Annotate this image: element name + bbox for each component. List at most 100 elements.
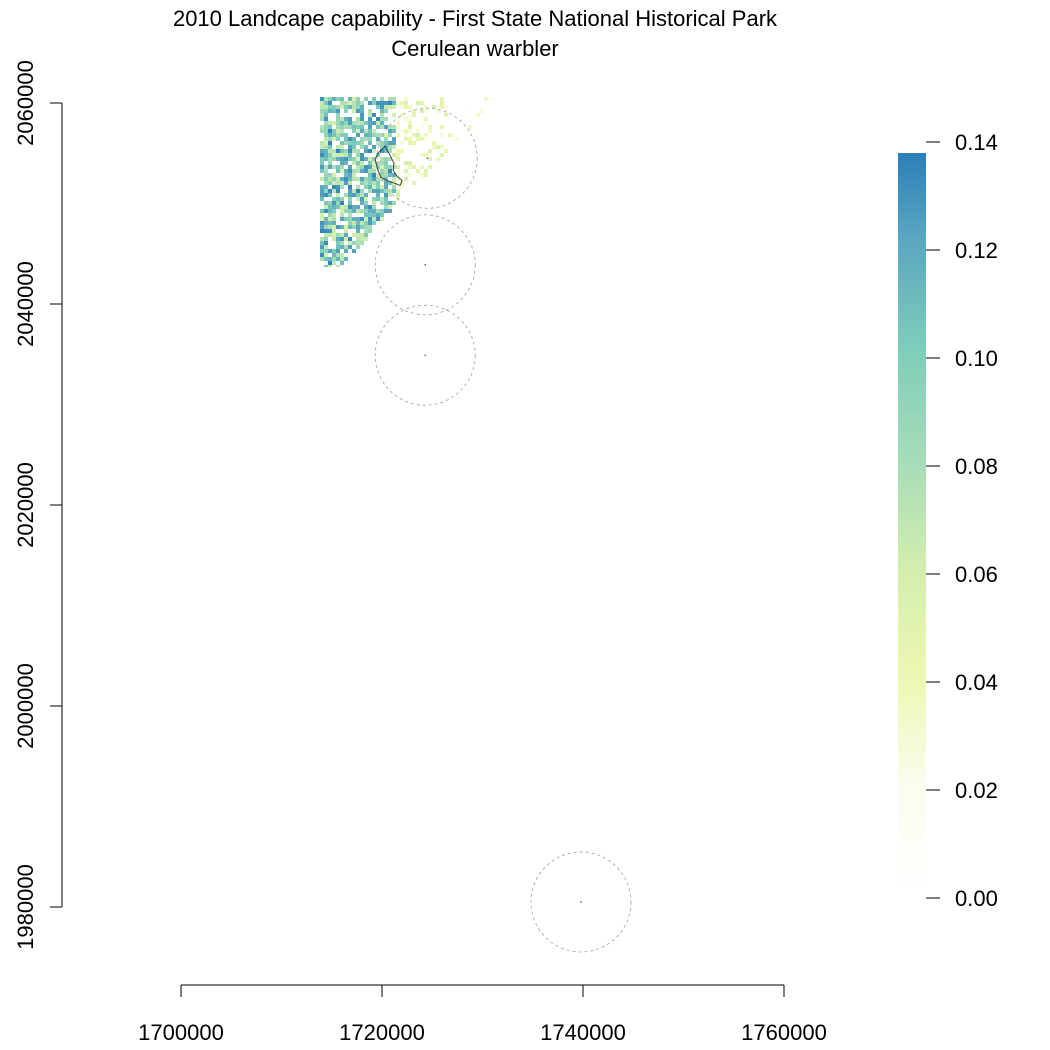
raster-cell: [380, 161, 384, 165]
raster-cell: [320, 145, 324, 149]
raster-cell: [328, 225, 332, 229]
raster-cell: [356, 97, 360, 101]
raster-cell: [372, 173, 376, 177]
raster-cell: [332, 189, 336, 193]
raster-cell: [348, 197, 352, 201]
raster-cell: [332, 209, 336, 213]
raster-cell: [376, 189, 380, 193]
raster-cell: [344, 133, 348, 137]
raster-cell: [356, 197, 360, 201]
raster-cell: [352, 125, 356, 129]
raster-cell: [352, 121, 356, 125]
raster-cell: [348, 169, 352, 173]
raster-cell: [340, 233, 344, 237]
raster-cell: [340, 177, 344, 181]
raster-cell: [352, 177, 356, 181]
raster-cell: [380, 145, 384, 149]
raster-cell: [328, 109, 332, 113]
raster-cell: [360, 157, 364, 161]
raster-cell: [320, 109, 324, 113]
raster-cell: [348, 245, 352, 249]
raster-cell: [364, 145, 368, 149]
raster-cell: [328, 257, 332, 261]
raster-cell: [436, 109, 440, 113]
chart-subtitle: Cerulean warbler: [391, 36, 559, 61]
raster-cell: [348, 213, 352, 217]
raster-cell: [348, 101, 352, 105]
raster-cell: [356, 109, 360, 113]
raster-cell: [368, 161, 372, 165]
raster-cell: [320, 185, 324, 189]
raster-cell: [324, 237, 328, 241]
raster-cell: [328, 261, 332, 265]
raster-cell: [360, 113, 364, 117]
raster-cell: [324, 141, 328, 145]
raster-cell: [324, 177, 328, 181]
raster-cell: [320, 105, 324, 109]
raster-cell: [384, 177, 388, 181]
raster-cell: [328, 165, 332, 169]
raster-cell: [348, 201, 352, 205]
raster-cell: [340, 121, 344, 125]
raster-cell: [416, 169, 420, 173]
raster-cell: [388, 101, 392, 105]
raster-cell: [368, 189, 372, 193]
raster-cell: [344, 109, 348, 113]
raster-cell: [376, 177, 380, 181]
buffer-circles: [374, 107, 632, 953]
raster-cell: [352, 145, 356, 149]
park-boundary: [374, 145, 403, 186]
raster-cell: [364, 169, 368, 173]
raster-cell: [348, 157, 352, 161]
raster-cell: [384, 101, 388, 105]
raster-cell: [356, 193, 360, 197]
raster-cell: [332, 165, 336, 169]
raster-cell: [352, 157, 356, 161]
raster-cell: [328, 189, 332, 193]
raster-cell: [328, 105, 332, 109]
raster-cell: [444, 113, 448, 117]
raster-cell: [352, 149, 356, 153]
raster-cell: [372, 209, 376, 213]
raster-cell: [356, 149, 360, 153]
raster-cell: [416, 129, 420, 133]
raster-cell: [380, 201, 384, 205]
raster-cell: [348, 165, 352, 169]
raster-cell: [400, 185, 404, 189]
raster-cell: [324, 205, 328, 209]
raster-cell: [376, 153, 380, 157]
buffer-center-point: [580, 901, 582, 903]
raster-cell: [356, 129, 360, 133]
raster-cell: [376, 141, 380, 145]
raster-cell: [340, 117, 344, 121]
raster-cell: [340, 201, 344, 205]
raster-cell: [376, 217, 380, 221]
raster-cell: [324, 193, 328, 197]
raster-cell: [340, 257, 344, 261]
raster-cell: [364, 201, 368, 205]
colorbar-tick-label: 0.10: [955, 346, 998, 371]
raster-cell: [340, 129, 344, 133]
raster-cell: [392, 185, 396, 189]
raster-cell: [380, 173, 384, 177]
raster-cell: [324, 165, 328, 169]
raster-cell: [324, 189, 328, 193]
raster-cell: [380, 209, 384, 213]
raster-cell: [388, 181, 392, 185]
raster-cell: [340, 141, 344, 145]
raster-cell: [400, 113, 404, 117]
raster-cell: [360, 177, 364, 181]
raster-cell: [376, 165, 380, 169]
raster-cell: [380, 217, 384, 221]
raster-cell: [352, 161, 356, 165]
raster-cell: [320, 101, 324, 105]
raster-cell: [376, 101, 380, 105]
raster-cell: [332, 129, 336, 133]
raster-cell: [376, 117, 380, 121]
raster-cell: [404, 161, 408, 165]
raster-cell: [340, 153, 344, 157]
raster-cell: [384, 161, 388, 165]
raster-cell: [436, 157, 440, 161]
raster-cell: [384, 193, 388, 197]
raster-cell: [344, 101, 348, 105]
